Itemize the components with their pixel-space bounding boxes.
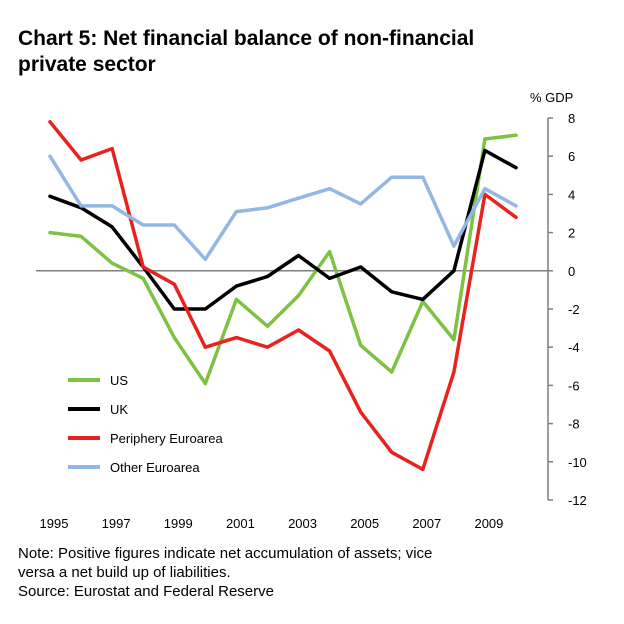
point-other-euroarea-2007	[421, 175, 425, 179]
point-uk-2009	[483, 148, 487, 153]
point-periphery-euroarea-2007	[421, 467, 425, 472]
point-us-1996	[79, 234, 83, 239]
note-line-2: versa a net build up of liabilities.	[18, 564, 231, 581]
point-other-euroarea-1999	[172, 223, 176, 227]
point-us-2000	[203, 381, 207, 386]
point-other-euroarea-2010	[514, 204, 518, 208]
y-tick-label--6: -6	[568, 378, 580, 393]
source-line: Source: Eurostat and Federal Reserve	[18, 583, 274, 600]
point-other-euroarea-2002	[265, 206, 270, 210]
point-uk-2007	[421, 297, 425, 302]
point-us-1997	[110, 261, 114, 265]
y-tick-label-8: 8	[568, 111, 575, 126]
y-tick-label-0: 0	[568, 264, 575, 279]
note-line-1: Note: Positive figures indicate net accu…	[18, 545, 433, 562]
point-uk-2005	[359, 265, 363, 269]
point-uk-2000	[203, 307, 207, 311]
point-uk-2010	[514, 166, 518, 170]
point-periphery-euroarea-2006	[390, 450, 394, 454]
x-tick-label-1995: 1995	[40, 516, 69, 531]
series-line-us	[48, 133, 518, 386]
point-periphery-euroarea-2001	[234, 336, 238, 340]
point-uk-1995	[48, 194, 52, 198]
x-tick-label-2009: 2009	[474, 516, 503, 531]
point-periphery-euroarea-2004	[328, 349, 332, 353]
point-uk-2001	[234, 284, 238, 288]
point-uk-2003	[296, 253, 301, 258]
series-line-other-euroarea	[48, 154, 518, 262]
point-uk-2004	[328, 276, 332, 281]
point-other-euroarea-2001	[234, 209, 238, 214]
point-uk-2002	[265, 274, 270, 279]
y-tick-label--8: -8	[568, 417, 580, 432]
point-other-euroarea-1997	[110, 204, 114, 208]
point-periphery-euroarea-1998	[141, 265, 145, 269]
x-tick-label-1999: 1999	[164, 516, 193, 531]
point-periphery-euroarea-1996	[79, 158, 83, 162]
chart-title: Chart 5: Net financial balance of non-fi…	[18, 26, 608, 78]
point-us-2001	[234, 297, 238, 302]
point-us-1995	[48, 231, 52, 235]
point-uk-2008	[452, 269, 456, 273]
legend-label-us: US	[110, 373, 128, 388]
y-tick-label-4: 4	[568, 187, 575, 202]
point-other-euroarea-2009	[483, 187, 487, 191]
x-tick-label-2001: 2001	[226, 516, 255, 531]
point-other-euroarea-2008	[452, 244, 456, 248]
point-other-euroarea-1998	[141, 223, 145, 227]
y-tick-label--12: -12	[568, 493, 587, 508]
y-tick-label-6: 6	[568, 149, 575, 164]
chart-title-line-1: Chart 5: Net financial balance of non-fi…	[18, 27, 475, 50]
y-axis-label: % GDP	[530, 90, 573, 105]
chart-notes: Note: Positive figures indicate net accu…	[18, 544, 618, 601]
point-periphery-euroarea-2003	[296, 328, 301, 332]
point-us-2004	[328, 250, 332, 254]
chart-title-line-2: private sector	[18, 53, 156, 76]
point-periphery-euroarea-1999	[172, 282, 176, 286]
point-us-2005	[359, 343, 363, 347]
point-periphery-euroarea-2008	[452, 370, 456, 374]
point-us-2003	[296, 294, 301, 298]
point-us-2009	[483, 137, 487, 141]
point-other-euroarea-2000	[203, 257, 207, 261]
point-periphery-euroarea-2010	[514, 215, 518, 219]
point-other-euroarea-1995	[48, 154, 52, 158]
y-tick-label-2: 2	[568, 226, 575, 241]
point-us-2010	[514, 133, 518, 137]
series-line-uk	[48, 148, 518, 311]
line-chart: 8 6 4 2 0 -2 -4 -6 -8 -10 -12 % GDP 1995 1997 1999 2001…	[36, 90, 587, 531]
series-line-periphery-euroarea	[48, 120, 518, 472]
point-periphery-euroarea-2005	[359, 410, 363, 414]
point-us-1998	[141, 276, 145, 281]
point-other-euroarea-2004	[328, 187, 332, 191]
point-uk-1999	[172, 307, 176, 311]
point-periphery-euroarea-2000	[203, 345, 207, 349]
point-periphery-euroarea-1995	[48, 120, 52, 124]
x-tick-label-2003: 2003	[288, 516, 317, 531]
point-other-euroarea-2006	[390, 175, 394, 179]
legend-label-uk: UK	[110, 402, 128, 417]
legend-label-periphery-euroarea: Periphery Euroarea	[110, 431, 223, 446]
point-us-2008	[452, 337, 456, 342]
point-periphery-euroarea-2002	[265, 345, 270, 349]
x-tick-label-1997: 1997	[102, 516, 131, 531]
x-tick-label-2007: 2007	[412, 516, 441, 531]
point-us-2006	[390, 370, 394, 374]
x-tick-label-2005: 2005	[350, 516, 379, 531]
y-tick-label--4: -4	[568, 340, 580, 355]
point-periphery-euroarea-1997	[110, 146, 114, 151]
point-uk-2006	[390, 290, 394, 294]
point-us-1999	[172, 336, 176, 340]
y-tick-label--10: -10	[568, 455, 587, 470]
point-other-euroarea-2005	[359, 202, 363, 206]
point-uk-1997	[110, 225, 114, 229]
point-other-euroarea-1996	[79, 204, 83, 208]
y-tick-label--2: -2	[568, 302, 580, 317]
point-us-2002	[265, 324, 270, 328]
legend-label-other-euroarea: Other Euroarea	[110, 460, 200, 475]
point-other-euroarea-2003	[296, 196, 301, 200]
